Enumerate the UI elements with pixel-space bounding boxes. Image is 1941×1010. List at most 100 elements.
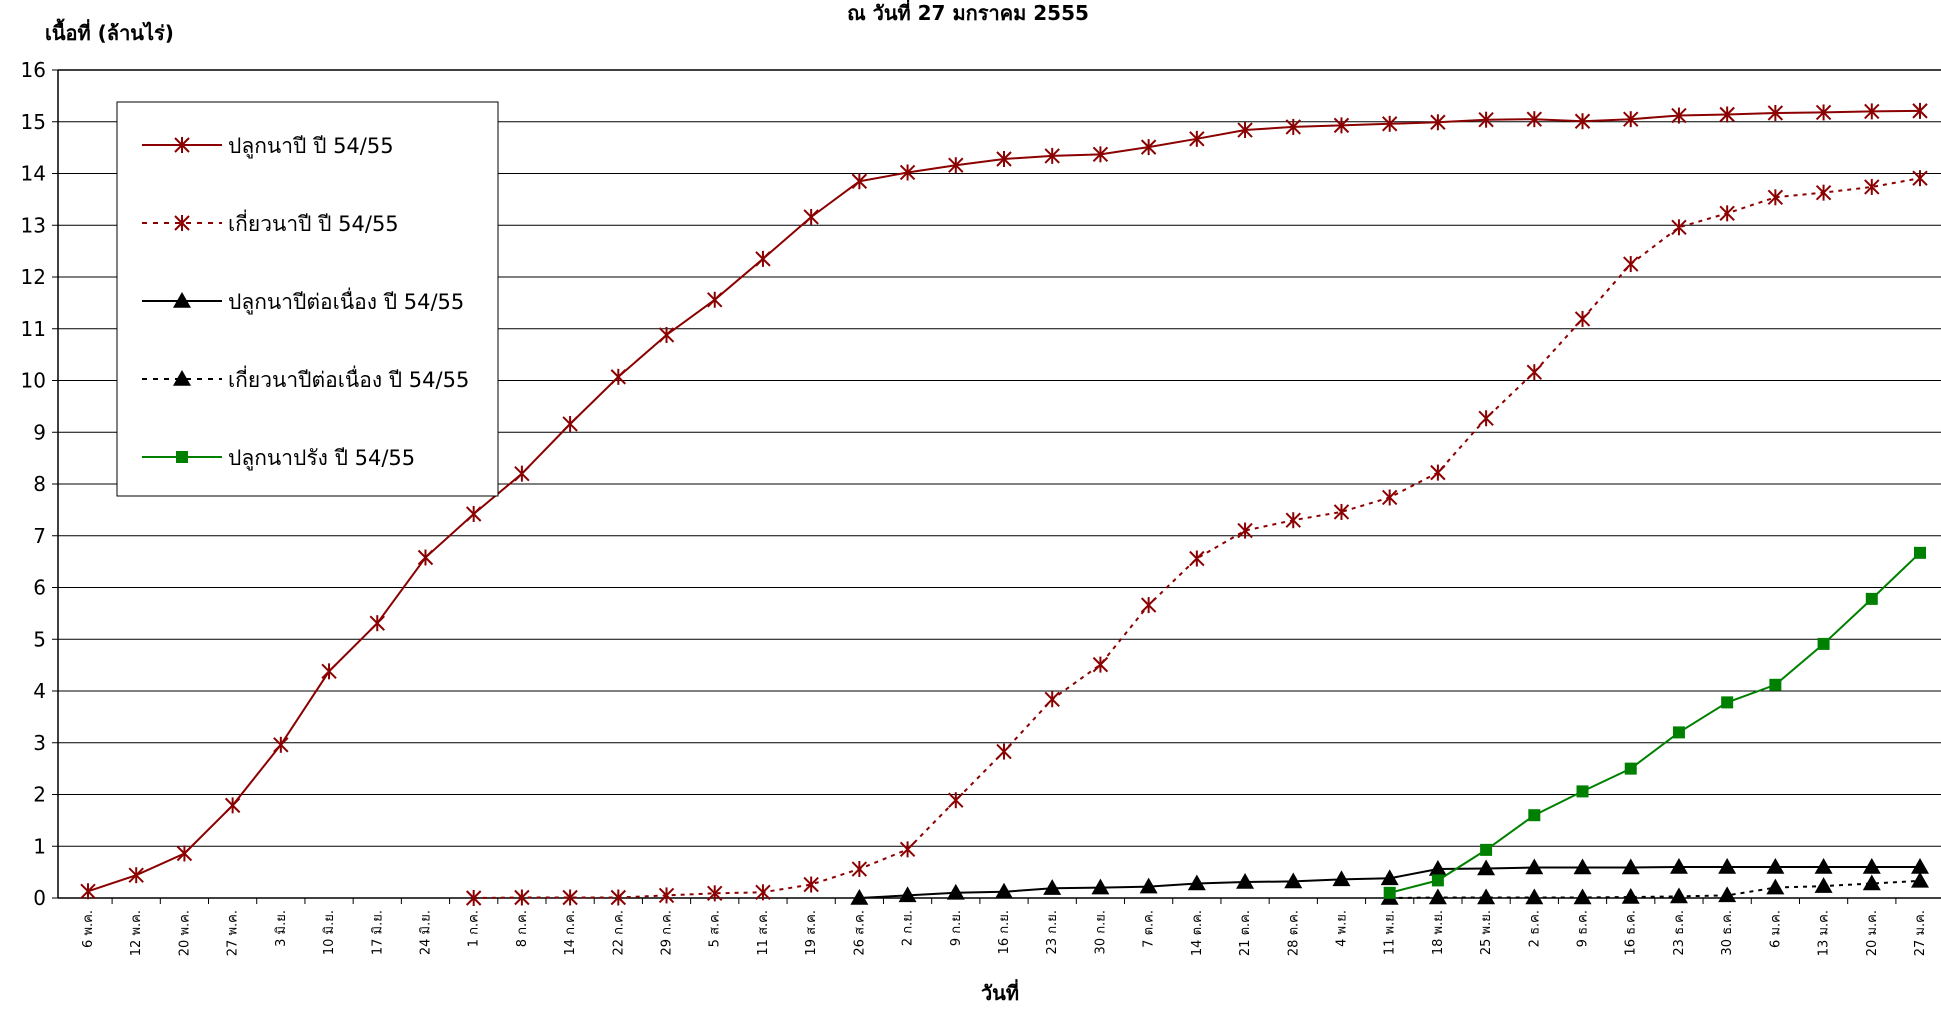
data-point xyxy=(755,884,771,901)
data-point xyxy=(174,137,190,153)
x-tick-label: 19 ส.ค. xyxy=(804,910,819,956)
y-tick-label: 5 xyxy=(33,627,46,651)
legend-entry: ปลูกนาปรัง ปี 54/55 xyxy=(142,446,415,471)
data-point xyxy=(1911,857,1929,874)
data-point xyxy=(1428,888,1447,905)
data-point xyxy=(1431,874,1444,887)
x-tick-label: 14 ต.ค. xyxy=(1190,910,1205,956)
data-point xyxy=(1573,888,1592,905)
y-tick-label: 10 xyxy=(21,369,46,393)
y-tick-label: 12 xyxy=(21,265,46,289)
x-tick-label: 28 ต.ค. xyxy=(1286,910,1301,956)
data-point xyxy=(1576,785,1589,798)
series-asterisk-solid xyxy=(80,102,1928,900)
data-point xyxy=(850,889,869,905)
data-point xyxy=(1189,130,1205,147)
data-point xyxy=(1766,857,1785,874)
x-tick-label: 16 ก.ย. xyxy=(997,910,1012,954)
data-point xyxy=(80,883,96,900)
data-point xyxy=(1332,870,1351,887)
data-point xyxy=(1044,147,1060,164)
x-axis-title: วันที่ xyxy=(981,978,1019,1005)
data-point xyxy=(1671,107,1687,124)
data-point xyxy=(1669,887,1688,904)
data-point xyxy=(1092,656,1109,673)
x-tick-label: 22 ก.ค. xyxy=(611,910,626,956)
data-point xyxy=(1477,859,1496,876)
data-point xyxy=(610,368,627,385)
data-point xyxy=(898,886,917,903)
data-point xyxy=(1669,857,1688,874)
x-tick-label: 27 ม.ค. xyxy=(1913,910,1928,956)
data-point xyxy=(1430,464,1446,481)
data-point xyxy=(1865,592,1878,605)
data-point xyxy=(1383,886,1396,899)
y-tick-label: 0 xyxy=(33,886,46,910)
data-point xyxy=(851,861,868,878)
data-point xyxy=(1237,122,1253,139)
x-tick-label: 16 ธ.ค. xyxy=(1624,910,1639,956)
series-line xyxy=(1389,552,1921,894)
x-tick-label: 6 ม.ค. xyxy=(1768,910,1783,948)
data-point xyxy=(1719,106,1735,123)
data-point xyxy=(1140,139,1157,156)
data-point xyxy=(173,370,191,386)
data-point xyxy=(658,887,675,904)
x-tick-label: 4 พ.ย. xyxy=(1334,910,1349,947)
data-point xyxy=(1189,550,1205,567)
data-point xyxy=(1862,857,1881,874)
data-point xyxy=(1430,114,1446,131)
data-point xyxy=(995,882,1013,899)
x-tick-label: 2 ก.ย. xyxy=(901,910,916,946)
y-tick-label: 13 xyxy=(21,213,46,237)
data-point xyxy=(1092,146,1109,163)
data-point xyxy=(1767,104,1784,121)
data-point xyxy=(707,885,723,902)
y-tick-label: 3 xyxy=(33,731,46,755)
legend-label: เกี่ยวนาปี ปี 54/55 xyxy=(228,209,399,236)
data-point xyxy=(1333,117,1350,134)
data-point xyxy=(1381,115,1398,132)
legend-label: ปลูกนาปรัง ปี 54/55 xyxy=(228,446,415,471)
data-point xyxy=(1912,170,1928,187)
data-point xyxy=(1187,874,1206,891)
data-point xyxy=(1380,869,1399,886)
data-point xyxy=(1333,503,1350,520)
data-point xyxy=(1140,597,1157,614)
series-line xyxy=(473,177,1921,899)
data-point xyxy=(1284,872,1303,889)
data-point xyxy=(1721,696,1734,709)
x-tick-label: 20 พ.ค. xyxy=(177,910,192,956)
data-point xyxy=(1237,522,1253,539)
series-square-solid xyxy=(1383,546,1926,899)
legend-entry: เกี่ยวนาปีต่อเนื่อง ปี 54/55 xyxy=(142,365,469,392)
data-point xyxy=(803,876,819,893)
data-point xyxy=(173,292,191,308)
data-point xyxy=(321,663,337,680)
data-point xyxy=(1428,860,1447,876)
legend-entry: ปลูกนาปีต่อเนื่อง ปี 54/55 xyxy=(142,287,464,315)
x-tick-label: 14 ก.ค. xyxy=(563,910,578,956)
legend-entry: เกี่ยวนาปี ปี 54/55 xyxy=(142,209,399,236)
legend-entry: ปลูกนาปี ปี 54/55 xyxy=(142,134,394,159)
x-tick-label: 25 พ.ย. xyxy=(1479,910,1494,955)
data-point xyxy=(562,889,578,906)
series-asterisk-dashed xyxy=(465,170,1928,906)
data-point xyxy=(1285,512,1301,529)
x-tick-label: 21 ต.ค. xyxy=(1238,910,1253,956)
data-point xyxy=(1285,118,1301,135)
data-point xyxy=(417,549,434,566)
y-tick-label: 7 xyxy=(33,524,46,548)
y-tick-label: 1 xyxy=(33,834,46,858)
data-point xyxy=(1718,886,1737,903)
data-series xyxy=(80,102,1929,906)
data-point xyxy=(899,164,916,181)
x-tick-label: 9 ธ.ค. xyxy=(1576,910,1591,947)
data-point xyxy=(899,841,916,858)
data-point xyxy=(514,465,530,482)
data-point xyxy=(755,250,771,267)
y-tick-label: 11 xyxy=(21,317,46,341)
data-point xyxy=(1864,178,1880,195)
